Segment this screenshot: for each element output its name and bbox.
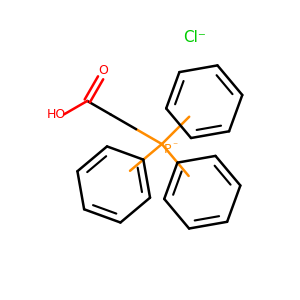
Text: Cl⁻: Cl⁻ <box>183 30 206 45</box>
Text: P: P <box>164 143 171 156</box>
Text: O: O <box>99 64 109 77</box>
Text: ⁻: ⁻ <box>172 141 177 151</box>
Text: HO: HO <box>47 108 66 121</box>
